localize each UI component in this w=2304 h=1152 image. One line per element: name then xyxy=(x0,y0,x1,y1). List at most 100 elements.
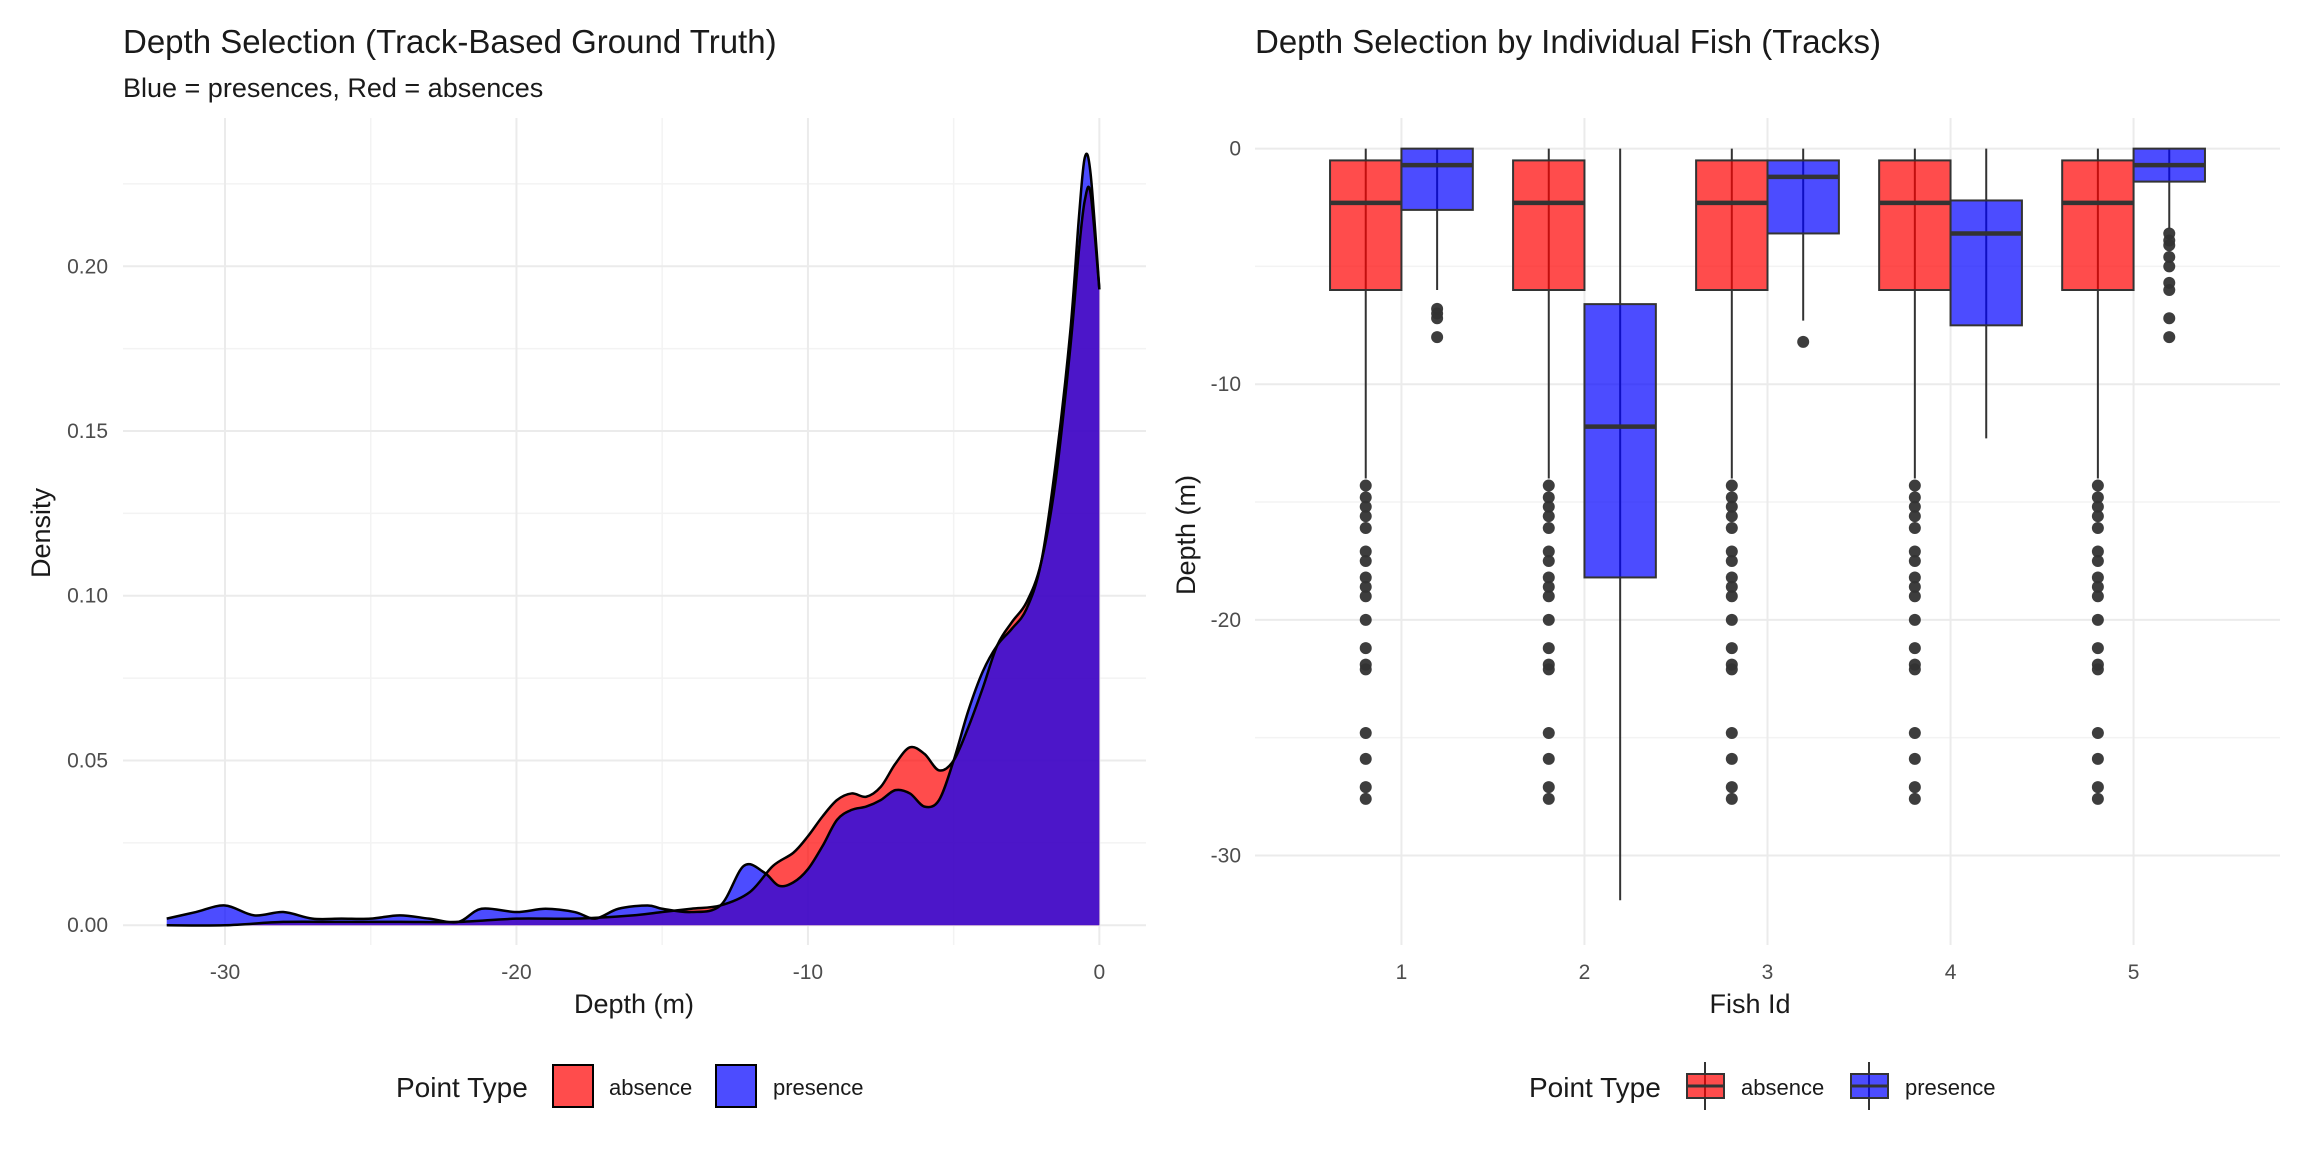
outlier-point xyxy=(1542,521,1555,534)
left-y-tick-label: 0.20 xyxy=(67,255,108,278)
outlier-point xyxy=(1542,491,1555,504)
left-x-axis-label: Depth (m) xyxy=(574,989,694,1019)
boxplot-absence-fish-4 xyxy=(1878,148,1952,805)
left-legend-label-presence: presence xyxy=(773,1075,864,1100)
right-y-tick-label: -20 xyxy=(1211,609,1241,632)
outlier-point xyxy=(1908,545,1921,558)
left-tick-labels: -30 -20 -10 0 0.00 0.05 0.10 0.15 0.20 xyxy=(67,255,1105,984)
outlier-point xyxy=(1542,554,1555,567)
outlier-point xyxy=(1908,571,1921,584)
outlier-point xyxy=(1359,554,1372,567)
outlier-point xyxy=(2091,491,2104,504)
outlier-point xyxy=(1542,580,1555,593)
outlier-point xyxy=(1359,642,1372,655)
outlier-point xyxy=(2163,331,2176,344)
outlier-point xyxy=(1908,726,1921,739)
outlier-point xyxy=(1359,663,1372,676)
outlier-point xyxy=(1359,571,1372,584)
outlier-point xyxy=(1542,571,1555,584)
outlier-point xyxy=(2163,251,2176,264)
outlier-point xyxy=(1359,500,1372,513)
left-y-tick-label: 0.15 xyxy=(67,420,108,443)
right-x-tick-label: 2 xyxy=(1579,961,1591,984)
outlier-point xyxy=(2091,500,2104,513)
outlier-point xyxy=(1542,781,1555,794)
boxplot-presence-fish-4 xyxy=(1949,148,2023,439)
left-density-areas xyxy=(166,152,1101,927)
outlier-point xyxy=(1908,792,1921,805)
density-line-absence xyxy=(166,185,1101,927)
outlier-point xyxy=(1725,580,1738,593)
left-y-axis-label: Density xyxy=(26,487,56,578)
outlier-point xyxy=(1542,545,1555,558)
density-line-presence xyxy=(166,152,1101,924)
boxplot-absence-fish-2 xyxy=(1512,148,1586,805)
outlier-point xyxy=(2091,642,2104,655)
outlier-point xyxy=(1725,554,1738,567)
right-y-tick-label: -10 xyxy=(1211,373,1241,396)
left-y-tick-label: 0.10 xyxy=(67,585,108,608)
outlier-point xyxy=(1359,510,1372,523)
outlier-point xyxy=(1542,510,1555,523)
right-tick-labels: 1 2 3 4 5 0 -10 -20 -30 xyxy=(1211,138,2140,984)
outlier-point xyxy=(2163,260,2176,273)
box xyxy=(1512,159,1586,291)
box xyxy=(1329,159,1403,291)
outlier-point xyxy=(1359,781,1372,794)
outlier-point xyxy=(1725,590,1738,603)
left-legend: Point Type absence presence xyxy=(396,1064,864,1108)
boxplot-absence-fish-1 xyxy=(1329,148,1403,805)
right-x-axis-label: Fish Id xyxy=(1709,989,1790,1019)
outlier-point xyxy=(1542,642,1555,655)
box xyxy=(1400,147,1474,211)
box xyxy=(1583,303,1657,579)
outlier-point xyxy=(1542,613,1555,626)
outlier-point xyxy=(1725,663,1738,676)
outlier-point xyxy=(1908,580,1921,593)
outlier-point xyxy=(1908,590,1921,603)
outlier-point xyxy=(1725,545,1738,558)
boxplot-presence-fish-2 xyxy=(1583,148,1657,901)
outlier-point xyxy=(2091,726,2104,739)
outlier-point xyxy=(2091,545,2104,558)
right-y-axis-label: Depth (m) xyxy=(1171,475,1201,595)
outlier-point xyxy=(2091,613,2104,626)
outlier-point xyxy=(1908,663,1921,676)
right-legend-label-absence: absence xyxy=(1741,1075,1824,1100)
right-y-tick-label: -30 xyxy=(1211,844,1241,867)
outlier-point xyxy=(1908,781,1921,794)
box xyxy=(1766,159,1840,235)
outlier-point xyxy=(1725,752,1738,765)
outlier-point xyxy=(1725,479,1738,492)
left-subtitle: Blue = presences, Red = absences xyxy=(123,73,543,103)
left-y-tick-label: 0.05 xyxy=(67,749,108,772)
outlier-point xyxy=(2163,312,2176,325)
outlier-point xyxy=(1431,312,1444,325)
right-x-tick-label: 1 xyxy=(1396,961,1408,984)
left-legend-label-absence: absence xyxy=(609,1075,692,1100)
boxplot-presence-fish-5 xyxy=(2132,147,2206,344)
outlier-point xyxy=(1908,752,1921,765)
outlier-point xyxy=(1725,726,1738,739)
outlier-point xyxy=(1359,491,1372,504)
outlier-point xyxy=(1542,663,1555,676)
outlier-point xyxy=(1359,590,1372,603)
left-title: Depth Selection (Track-Based Ground Trut… xyxy=(123,23,777,60)
outlier-point xyxy=(1542,726,1555,739)
right-x-tick-label: 5 xyxy=(2128,961,2140,984)
boxplot-absence-fish-3 xyxy=(1695,148,1769,805)
outlier-point xyxy=(2163,283,2176,296)
right-y-tick-label: 0 xyxy=(1229,138,1241,161)
outlier-point xyxy=(1542,590,1555,603)
outlier-point xyxy=(1359,545,1372,558)
boxplot-absence-fish-5 xyxy=(2061,148,2135,805)
box xyxy=(1949,199,2023,327)
outlier-point xyxy=(1725,491,1738,504)
outlier-point xyxy=(2091,590,2104,603)
outlier-point xyxy=(1908,510,1921,523)
outlier-point xyxy=(1359,752,1372,765)
boxplot-presence-fish-3 xyxy=(1766,148,1840,348)
outlier-point xyxy=(1908,521,1921,534)
outlier-point xyxy=(1725,510,1738,523)
